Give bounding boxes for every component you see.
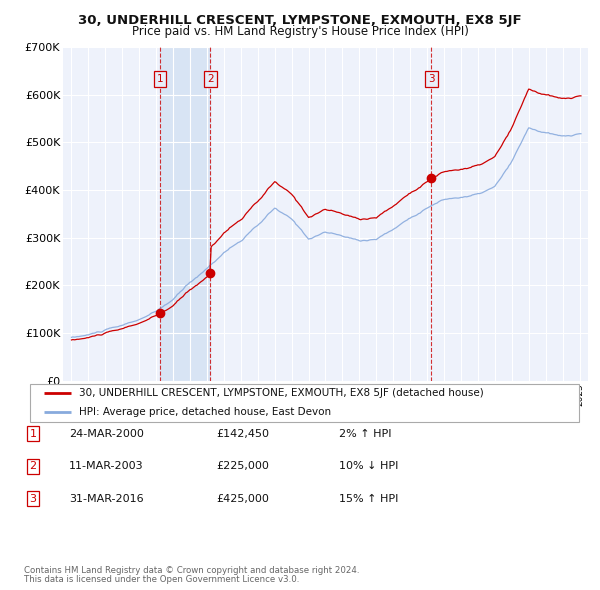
Text: 10% ↓ HPI: 10% ↓ HPI [339, 461, 398, 471]
Text: Contains HM Land Registry data © Crown copyright and database right 2024.: Contains HM Land Registry data © Crown c… [24, 566, 359, 575]
Text: Price paid vs. HM Land Registry's House Price Index (HPI): Price paid vs. HM Land Registry's House … [131, 25, 469, 38]
Text: 30, UNDERHILL CRESCENT, LYMPSTONE, EXMOUTH, EX8 5JF: 30, UNDERHILL CRESCENT, LYMPSTONE, EXMOU… [78, 14, 522, 27]
Text: £425,000: £425,000 [216, 494, 269, 503]
Text: This data is licensed under the Open Government Licence v3.0.: This data is licensed under the Open Gov… [24, 575, 299, 584]
Text: 2% ↑ HPI: 2% ↑ HPI [339, 429, 391, 438]
Text: £225,000: £225,000 [216, 461, 269, 471]
Text: 31-MAR-2016: 31-MAR-2016 [69, 494, 143, 503]
Text: 2: 2 [207, 74, 214, 84]
Text: 2: 2 [29, 461, 37, 471]
Text: 1: 1 [29, 429, 37, 438]
Text: £142,450: £142,450 [216, 429, 269, 438]
Text: 3: 3 [428, 74, 434, 84]
Text: 11-MAR-2003: 11-MAR-2003 [69, 461, 143, 471]
Text: 15% ↑ HPI: 15% ↑ HPI [339, 494, 398, 503]
Bar [160, 47, 211, 381]
Text: 24-MAR-2000: 24-MAR-2000 [69, 429, 144, 438]
Text: 1: 1 [157, 74, 163, 84]
Text: HPI: Average price, detached house, East Devon: HPI: Average price, detached house, East… [79, 407, 332, 417]
Text: 3: 3 [29, 494, 37, 503]
Text: 30, UNDERHILL CRESCENT, LYMPSTONE, EXMOUTH, EX8 5JF (detached house): 30, UNDERHILL CRESCENT, LYMPSTONE, EXMOU… [79, 388, 484, 398]
